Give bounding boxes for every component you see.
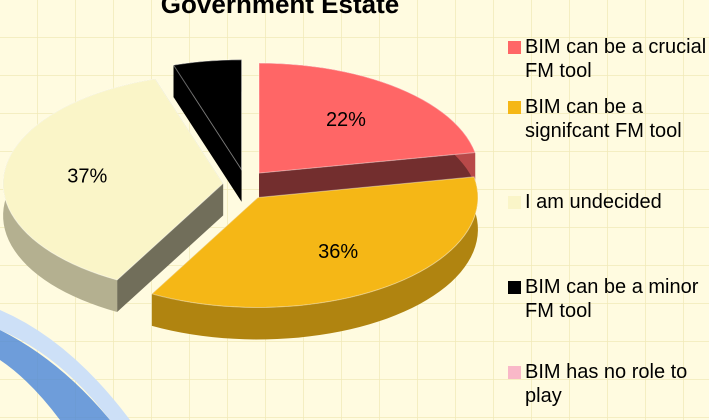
slice: [172, 59, 243, 172]
legend-label: BIM can be a minor FM tool: [525, 276, 699, 322]
slice-side: [151, 176, 478, 340]
legend-item: BIM can be a crucial FM tool: [508, 35, 708, 83]
legend-label: I am undecided: [525, 191, 662, 213]
slice: [2, 78, 224, 281]
data-label: 5%: [206, 91, 235, 113]
slice-side: [117, 183, 224, 312]
slice-side: [173, 65, 242, 202]
legend-label: BIM has no role to play: [525, 361, 688, 407]
legend-item: I am undecided: [508, 190, 708, 214]
legend-item: BIM can be a signifcant FM tool: [508, 95, 708, 143]
legend-label: BIM can be a crucial FM tool: [525, 36, 707, 82]
legend-item: BIM has no role to play: [508, 360, 708, 408]
legend-swatch: [508, 281, 521, 294]
data-label: 36%: [318, 241, 358, 263]
slice-side: [259, 152, 476, 206]
legend-swatch: [508, 366, 521, 379]
decoration: [0, 330, 110, 420]
legend-item: BIM can be a minor FM tool: [508, 275, 708, 323]
decoration: [0, 310, 130, 420]
legend-label: BIM can be a signifcant FM tool: [525, 96, 682, 142]
slice: [150, 176, 479, 308]
data-label: 37%: [67, 165, 107, 187]
legend-swatch: [508, 41, 521, 54]
legend-swatch: [508, 101, 521, 114]
chart-title: Government Estate: [161, 0, 399, 19]
legend-swatch: [508, 196, 521, 209]
data-label: 22%: [326, 109, 366, 131]
slice: [258, 62, 476, 174]
